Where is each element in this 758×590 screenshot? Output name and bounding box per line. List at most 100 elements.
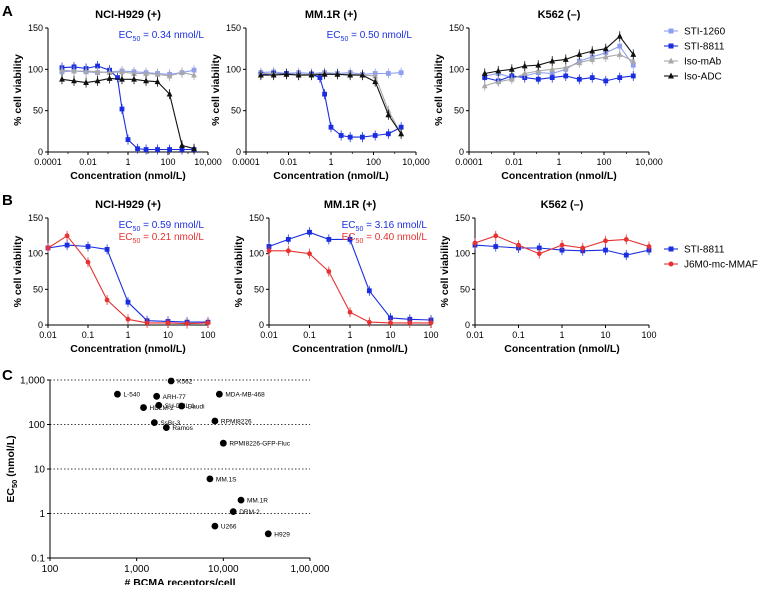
y-tick-label-b2: 0: [259, 320, 264, 330]
scatter-point-h929: [264, 530, 272, 538]
data-point-a1-iso-adc: [83, 79, 89, 85]
y-tick-label-a3: 50: [454, 106, 464, 116]
data-point-a1-iso-adc: [71, 77, 77, 84]
data-point-a2-iso-adc: [372, 78, 379, 85]
y-tick-label-a3: 0: [459, 147, 464, 157]
legend-label-sti-1260: STI-1260: [684, 27, 726, 38]
y-axis-label-a1: % cell viability: [12, 54, 24, 126]
x-tick-label-b2: 100: [423, 330, 438, 340]
scatter-label-h929: H929: [274, 531, 290, 538]
y-tick-label-a1: 0: [38, 147, 43, 157]
scatter-point-ramos: [162, 424, 170, 432]
data-point-a3-iso-adc: [576, 51, 583, 57]
data-point-a3-iso-mab: [521, 70, 528, 76]
chart-title-b1: NCI-H929 (+): [95, 199, 161, 211]
data-point-b1-j6m0-mc-mmaf: [64, 233, 70, 239]
legend-label-iso-mab: Iso-mAb: [684, 57, 722, 68]
y-tick-label-c: 1,000: [20, 376, 45, 387]
data-point-a3-iso-adc: [521, 62, 528, 69]
x-tick-label-a3: 100: [596, 157, 611, 167]
data-point-b3-sti-8811: [603, 247, 608, 253]
y-axis-label-c: EC50 (nmol/L): [5, 435, 19, 502]
x-tick-label-c: 1,00,000: [291, 564, 330, 575]
legend-label-j6m0-mc-mmaf: J6M0-mc-MMAF: [684, 260, 758, 271]
data-point-a1-iso-mab: [154, 70, 161, 77]
y-tick-label-c: 1: [39, 509, 45, 520]
data-point-a3-iso-adc: [630, 51, 637, 57]
data-point-a1-iso-adc: [154, 78, 161, 85]
fit-curve-a3-2: [484, 53, 634, 87]
data-point-a1-sti-8811: [115, 75, 120, 80]
data-point-a2-sti-8811: [338, 133, 344, 138]
chart-a3-k562: 0 50 100 150 0.0001 0.01 1 100 10,000 K562 (–) Con…: [433, 9, 663, 182]
x-tick-label-a1: 10,000: [194, 157, 222, 167]
x-tick-label-b3: 0.01: [466, 330, 484, 340]
data-point-a3-sti-8811: [549, 75, 555, 80]
fit-curve-a3-0: [484, 45, 634, 79]
data-point-a1-iso-adc: [119, 75, 125, 82]
x-tick-label-a3: 10,000: [635, 157, 663, 167]
y-tick-label-b3: 50: [460, 284, 470, 294]
data-point-a1-iso-mab: [119, 68, 125, 75]
data-point-a3-sti-8811: [535, 76, 541, 82]
data-point-a3-iso-adc: [602, 45, 609, 52]
data-point-b3-j6m0-mc-mmaf: [603, 238, 608, 244]
x-tick-label-b2: 1: [347, 330, 352, 340]
x-axis-label-a2: Concentration (nmol/L): [273, 170, 389, 182]
scatter-label-mm.1r: MM.1R: [247, 498, 268, 505]
data-point-b2-j6m0-mc-mmaf: [326, 269, 332, 274]
data-point-a3-sti-8811: [576, 76, 582, 82]
x-tick-label-b3: 1: [559, 330, 564, 340]
legend-panel-b: STI-8811 J6M0-mc-MMAF: [664, 245, 758, 271]
data-point-a1-sti-8811: [155, 147, 160, 152]
x-axis-label-a1: Concentration (nmol/L): [70, 170, 186, 182]
scatter-point-l-540: [114, 390, 121, 398]
data-point-a2-sti-8811: [398, 124, 404, 130]
data-point-b2-j6m0-mc-mmaf: [407, 320, 413, 326]
y-tick-label-a3: 100: [449, 64, 464, 74]
data-point-a3-iso-adc: [562, 56, 569, 62]
data-point-a2-iso-mab: [372, 72, 379, 79]
data-point-a1-iso-adc: [94, 77, 101, 84]
data-point-a3-iso-mab: [616, 51, 623, 57]
scatter-point-rpmi8226-gfp-fluc: [219, 439, 227, 447]
data-point-b3-j6m0-mc-mmaf: [559, 242, 565, 248]
data-point-b2-j6m0-mc-mmaf: [428, 320, 434, 326]
chart-title-a1: NCI-H929 (+): [95, 9, 161, 21]
x-tick-label-a1: 0.0001: [34, 157, 62, 167]
x-tick-label-a3: 0.01: [505, 157, 523, 167]
data-point-a2-iso-adc: [321, 70, 328, 77]
data-point-a1-iso-adc: [59, 75, 65, 82]
data-point-a2-iso-adc: [270, 71, 277, 78]
x-tick-label-a2: 0.0001: [232, 157, 260, 167]
scatter-point-daudi: [178, 402, 186, 410]
data-point-b1-sti-8811: [64, 242, 70, 248]
data-point-a1-iso-adc: [166, 90, 173, 97]
data-point-a1-iso-mab: [179, 69, 185, 76]
data-point-a2-iso-adc: [308, 71, 315, 78]
data-point-a3-iso-mab: [508, 75, 515, 82]
data-point-b1-j6m0-mc-mmaf: [45, 245, 51, 251]
y-tick-label-b3: 150: [455, 213, 470, 223]
x-tick-label-b1: 100: [200, 330, 215, 340]
data-point-b2-j6m0-mc-mmaf: [366, 319, 372, 325]
y-axis-label-a2: % cell viability: [210, 54, 222, 126]
x-tick-label-a2: 100: [366, 157, 381, 167]
scatter-label-daudi: Daudi: [188, 404, 205, 411]
scatter-point-arh-77: [153, 392, 161, 400]
x-tick-label-a1: 0.01: [79, 157, 97, 167]
data-point-a2-sti-1260: [398, 70, 404, 76]
x-tick-label-a2: 0.01: [280, 157, 298, 167]
data-point-b2-j6m0-mc-mmaf: [388, 320, 393, 326]
data-point-a2-sti-1260: [385, 71, 391, 76]
data-point-b2-sti-8811: [285, 237, 291, 242]
scatter-point-su-dhl-1: [155, 401, 163, 409]
scatter-label-k562: K562: [177, 378, 193, 385]
scatter-point-ssbr-3: [150, 419, 158, 427]
x-tick-label-b2: 0.01: [260, 330, 278, 340]
legend-label-sti-8811: STI-8811: [684, 42, 725, 53]
y-tick-label-c: 0.1: [31, 554, 45, 565]
y-tick-label-a2: 50: [231, 106, 241, 116]
x-tick-label-b3: 0.1: [512, 330, 525, 340]
y-axis-label-b3: % cell viability: [439, 235, 451, 307]
